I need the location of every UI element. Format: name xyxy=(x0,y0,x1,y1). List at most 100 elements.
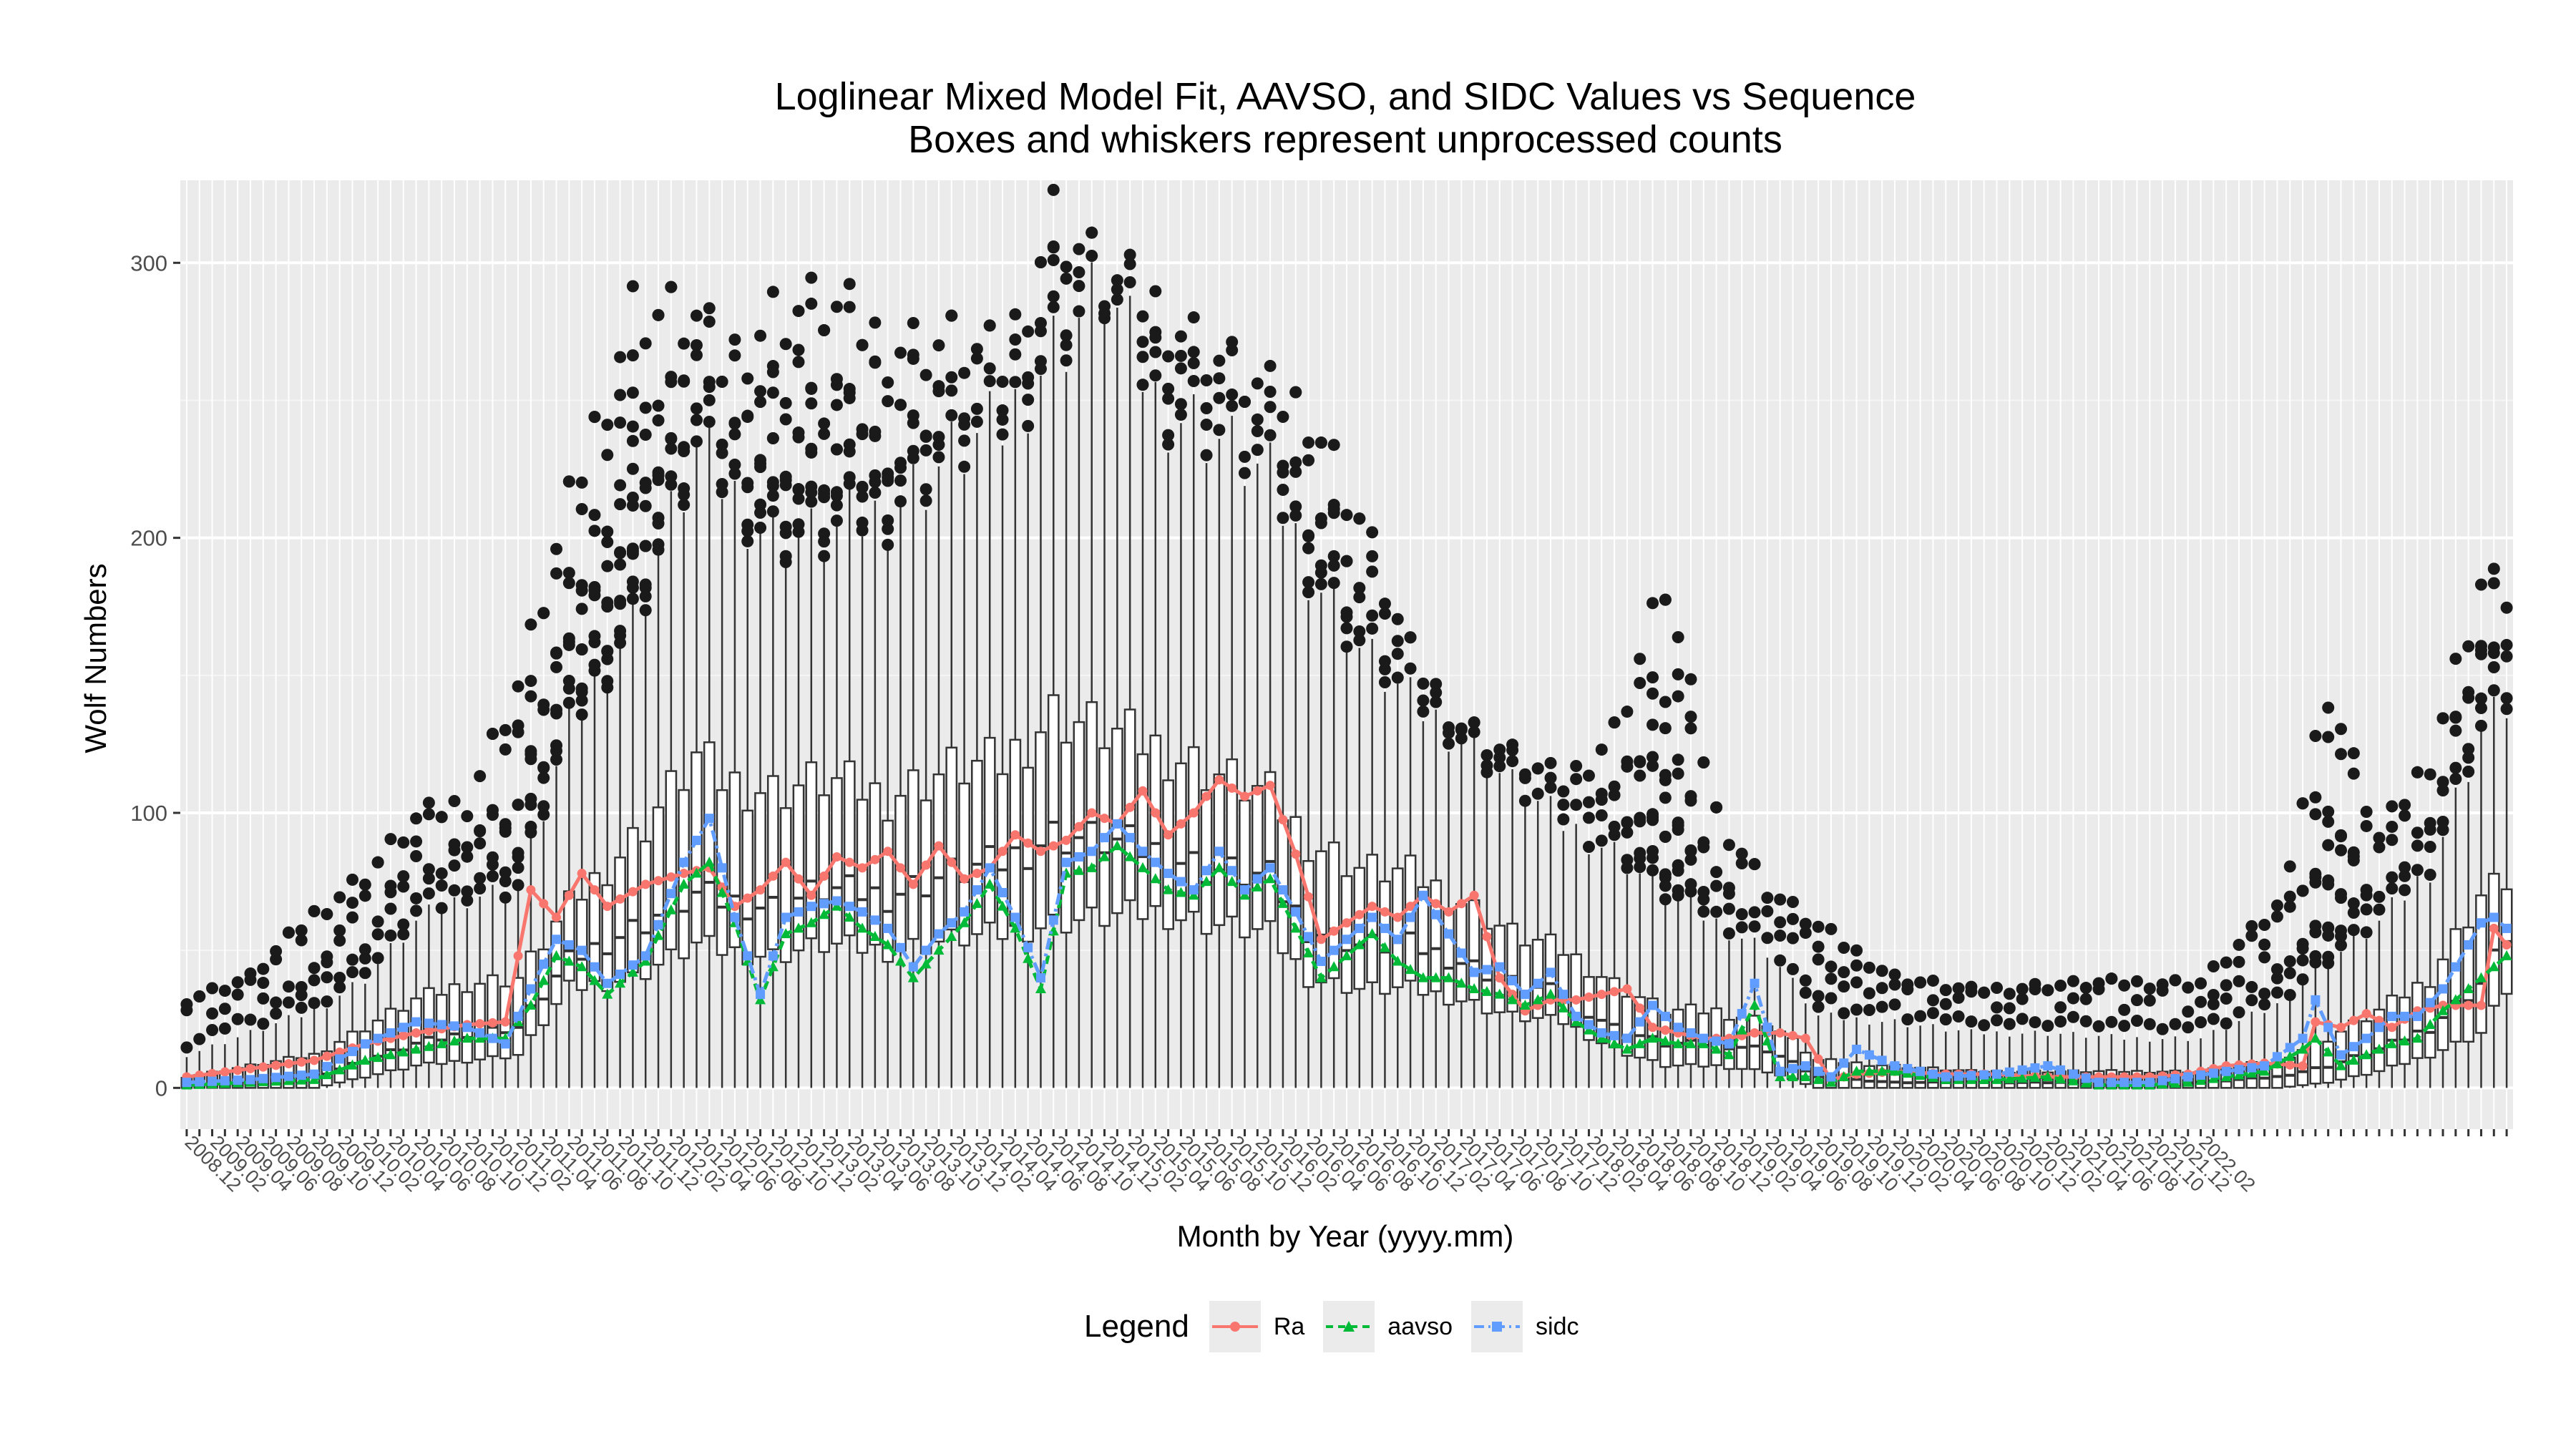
outlier-point xyxy=(2296,937,2309,950)
outlier-point xyxy=(1684,722,1697,735)
series-point-aavso xyxy=(1201,876,1212,887)
boxplot xyxy=(1251,377,1264,1088)
outlier-point xyxy=(525,753,537,766)
outlier-point xyxy=(1174,330,1187,343)
outlier-point xyxy=(1162,350,1175,363)
outlier-point xyxy=(2322,921,2335,934)
series-point-sidc xyxy=(960,907,970,917)
outlier-point xyxy=(882,395,894,408)
outlier-point xyxy=(1544,756,1557,769)
outlier-point xyxy=(1149,326,1162,338)
series-point-sidc xyxy=(1787,1063,1797,1073)
series-point-aavso xyxy=(1290,922,1302,933)
boxplot xyxy=(588,411,601,1088)
series-point-aavso xyxy=(1659,1035,1671,1046)
outlier-point xyxy=(678,441,691,454)
outlier-point xyxy=(626,420,639,433)
series-point-sidc xyxy=(1482,965,1492,975)
series-point-sidc xyxy=(908,962,918,972)
legend-item-ra: Ra xyxy=(1209,1301,1304,1352)
series-point-sidc xyxy=(2336,1050,2346,1060)
series-point-sidc xyxy=(2043,1061,2053,1071)
series-point-sidc xyxy=(2476,918,2486,928)
series-point-aavso xyxy=(2271,1058,2283,1069)
series-point-ra xyxy=(1201,791,1211,801)
outlier-point xyxy=(2335,830,2348,843)
outlier-point xyxy=(1531,787,1544,800)
outlier-point xyxy=(919,369,932,381)
series-point-aavso xyxy=(767,961,779,972)
box-body xyxy=(754,792,766,958)
boxplot xyxy=(1634,653,1646,1088)
outlier-point xyxy=(1608,716,1621,729)
series-point-sidc xyxy=(730,912,740,922)
outlier-point xyxy=(435,879,448,892)
outlier-point xyxy=(2143,994,2156,1007)
series-point-ra xyxy=(768,871,778,881)
outlier-point xyxy=(1850,959,1863,972)
outlier-point xyxy=(1443,721,1455,733)
outlier-point xyxy=(2283,989,2296,1002)
series-point-aavso xyxy=(1532,994,1543,1005)
outlier-point xyxy=(550,567,563,580)
outlier-point xyxy=(2309,808,2322,821)
series-point-ra xyxy=(1048,841,1058,851)
box-body xyxy=(1136,753,1149,920)
series-point-aavso xyxy=(1455,977,1467,988)
outlier-point xyxy=(2245,994,2258,1007)
outlier-point xyxy=(2500,650,2513,663)
outlier-point xyxy=(2462,640,2475,653)
outlier-point xyxy=(626,462,639,475)
outlier-point xyxy=(575,643,588,656)
outlier-point xyxy=(830,399,843,411)
outlier-point xyxy=(588,509,601,522)
outlier-point xyxy=(1557,785,1570,798)
outlier-point xyxy=(1978,986,1991,999)
outlier-point xyxy=(575,682,588,695)
outlier-point xyxy=(448,884,461,897)
series-point-ra xyxy=(564,890,574,900)
outlier-point xyxy=(1187,356,1200,369)
outlier-point xyxy=(1200,402,1213,415)
outlier-point xyxy=(257,977,270,990)
outlier-point xyxy=(2233,975,2245,987)
series-point-sidc xyxy=(2285,1043,2295,1053)
outlier-point xyxy=(550,753,563,766)
series-point-sidc xyxy=(1100,833,1110,843)
series-point-sidc xyxy=(1239,885,1249,895)
series-point-ra xyxy=(1444,907,1454,917)
outlier-point xyxy=(1570,773,1583,786)
series-point-ra xyxy=(1431,899,1441,909)
outlier-point xyxy=(1149,285,1162,298)
outlier-point xyxy=(422,796,435,809)
series-point-sidc xyxy=(2132,1078,2142,1088)
box-body xyxy=(1327,841,1340,980)
series-point-aavso xyxy=(1367,928,1378,939)
series-point-sidc xyxy=(2017,1065,2027,1075)
series-point-ra xyxy=(1125,802,1135,812)
outlier-point xyxy=(1073,305,1085,318)
series-point-sidc xyxy=(2438,984,2448,994)
outlier-point xyxy=(1863,961,1875,974)
outlier-point xyxy=(614,479,627,492)
outlier-point xyxy=(1251,425,1264,438)
outlier-point xyxy=(983,319,996,332)
series-point-sidc xyxy=(1992,1069,2002,1079)
series-point-ra xyxy=(1596,990,1606,1000)
outlier-point xyxy=(1443,737,1455,750)
series-point-ra xyxy=(640,879,650,889)
outlier-point xyxy=(907,444,919,457)
outlier-point xyxy=(218,985,231,997)
outlier-point xyxy=(218,1002,231,1015)
series-point-ra xyxy=(960,874,970,884)
box-body xyxy=(1035,731,1047,930)
outlier-point xyxy=(958,366,971,379)
outlier-point xyxy=(716,438,728,451)
outlier-point xyxy=(1251,444,1264,457)
outlier-point xyxy=(1213,391,1226,404)
outlier-point xyxy=(614,558,627,571)
outlier-point xyxy=(1111,283,1123,296)
series-point-sidc xyxy=(819,899,829,909)
outlier-point xyxy=(1366,550,1379,562)
outlier-point xyxy=(869,487,882,499)
